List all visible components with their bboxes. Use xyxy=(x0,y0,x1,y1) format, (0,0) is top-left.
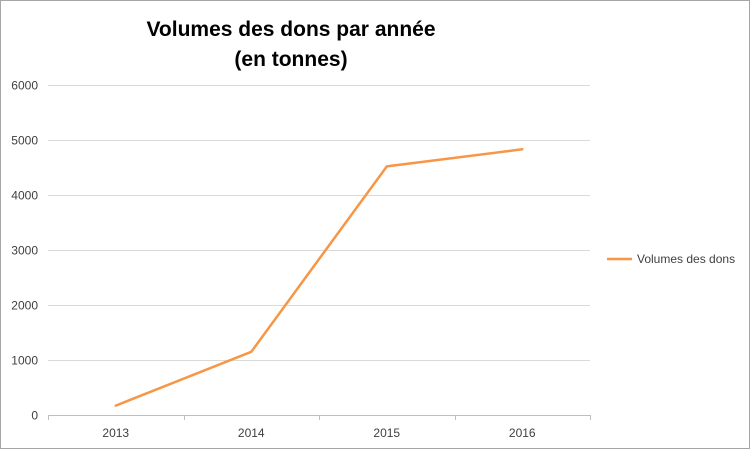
y-tick-label: 4000 xyxy=(11,189,38,203)
gridlines xyxy=(48,85,590,416)
y-tick-label: 0 xyxy=(31,409,38,423)
x-tick-label: 2015 xyxy=(373,426,400,440)
y-tick-label: 5000 xyxy=(11,134,38,148)
y-tick-label: 3000 xyxy=(11,244,38,258)
chart-title: Volumes des dons par année (en tonnes) xyxy=(61,15,521,75)
legend-label: Volumes des dons xyxy=(637,252,735,266)
x-tick-label: 2014 xyxy=(238,426,265,440)
x-tick-label: 2013 xyxy=(102,426,129,440)
y-tick-label: 2000 xyxy=(11,299,38,313)
x-tick-label: 2016 xyxy=(509,426,536,440)
y-tick-label: 6000 xyxy=(11,79,38,93)
legend: Volumes des dons xyxy=(607,252,735,266)
series-line xyxy=(114,148,524,407)
series-layer xyxy=(114,148,524,407)
x-axis-ticks: 2013 2014 2015 2016 xyxy=(48,415,591,440)
y-tick-label: 1000 xyxy=(11,354,38,368)
chart-title-line-1: Volumes des dons par année xyxy=(146,18,436,41)
y-axis-ticks: 0 1000 2000 3000 4000 5000 6000 xyxy=(11,79,38,423)
chart-title-line-2: (en tonnes) xyxy=(234,48,348,71)
